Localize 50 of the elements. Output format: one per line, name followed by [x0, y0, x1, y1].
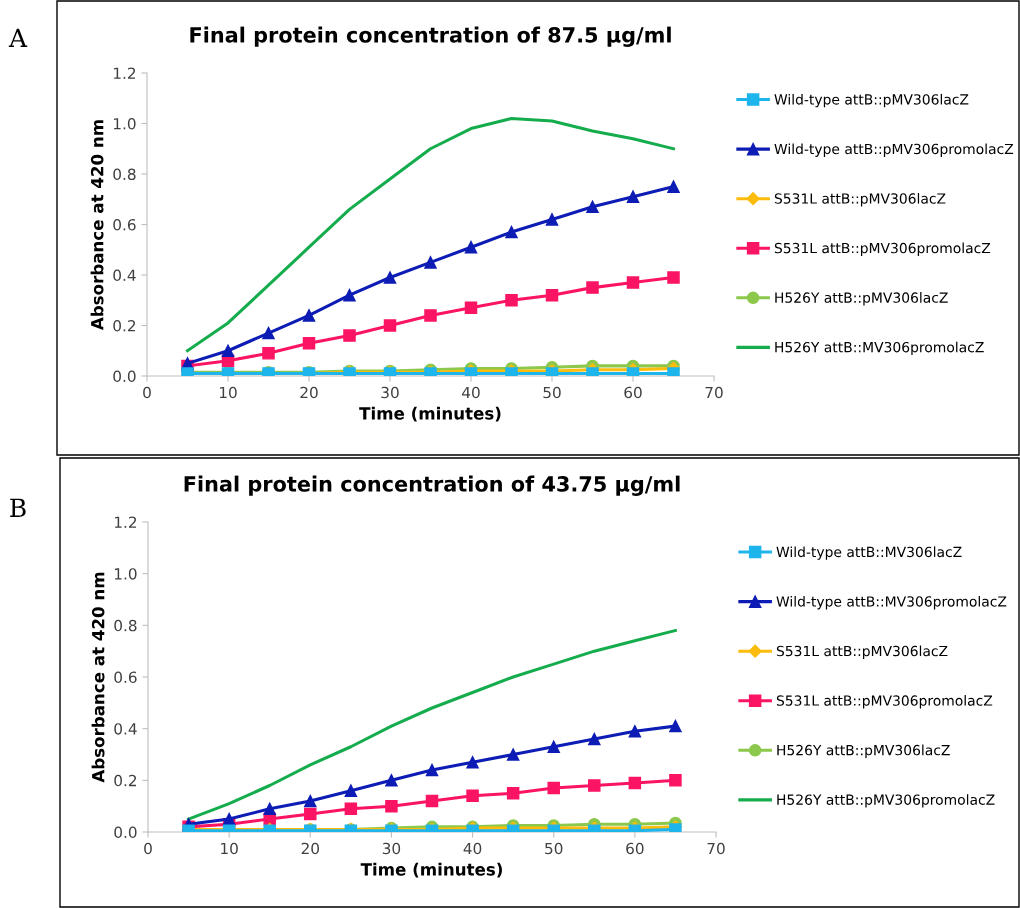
y-axis-title: Absorbance at 420 nm — [91, 572, 105, 783]
x-tick-label: 20 — [301, 842, 319, 855]
y-tick-label: 1.2 — [113, 67, 136, 79]
y-tick-label: 0.6 — [114, 671, 137, 684]
x-tick-label: 40 — [462, 386, 480, 399]
legend-label: Wild-type attB::MV306lacZ — [776, 546, 962, 560]
x-tick-label: 0 — [144, 842, 152, 855]
x-tick-label: 70 — [705, 386, 723, 399]
text: B — [10, 498, 26, 517]
legend-label: S531L attB::pMV306lacZ — [776, 645, 948, 659]
y-tick-label: 0.2 — [114, 774, 137, 787]
legend-label: S531L attB::pMV306promolacZ — [774, 242, 991, 256]
y-tick-label: 0.6 — [113, 218, 136, 231]
legend-label: H526Y attB::pMV306promolacZ — [777, 794, 995, 808]
y-tick-label: 0.8 — [114, 619, 137, 632]
legend-label: S531L attB::pMV306lacZ — [774, 193, 946, 207]
x-tick-label: 10 — [221, 842, 238, 855]
x-tick-label: 50 — [545, 842, 563, 855]
x-axis-title: Time (minutes) — [360, 862, 502, 878]
legend-label: H526Y attB::pMV306lacZ — [777, 744, 950, 759]
y-tick-label: 0.2 — [113, 319, 136, 332]
y-tick-label: 0.0 — [113, 370, 136, 383]
y-tick-label: 1.0 — [113, 117, 136, 130]
x-tick-label: 30 — [381, 386, 399, 399]
y-tick-label: 0.0 — [114, 826, 137, 839]
legend-label: S531L attB::pMV306promolacZ — [776, 695, 993, 709]
x-tick-label: 0 — [143, 386, 151, 399]
legend-label: Wild-type attB::MV306promolacZ — [776, 595, 1007, 610]
y-tick-label: 1.2 — [114, 516, 137, 528]
legend-label: Wild-type attB::pMV306lacZ — [774, 93, 969, 108]
x-tick-label: 60 — [626, 842, 644, 855]
x-tick-label: 40 — [463, 842, 482, 855]
x-tick-label: 70 — [707, 842, 725, 855]
y-tick-label: 0.4 — [113, 269, 136, 282]
chart-title: Final protein concentration of 87.5 µg/ml — [190, 26, 671, 47]
y-tick-label: 0.8 — [113, 168, 136, 181]
y-tick-label: 0.4 — [114, 723, 137, 735]
chart-title: Final protein concentration of 43.75 µg/ml — [184, 475, 680, 496]
x-tick-label: 50 — [543, 386, 561, 399]
legend-label: Wild-type attB::pMV306promolacZ — [774, 143, 1014, 157]
legend-label: H526Y attB::MV306promolacZ — [775, 341, 984, 356]
x-tick-label: 10 — [219, 386, 237, 399]
x-axis-title: Time (minutes) — [359, 406, 501, 422]
x-tick-label: 20 — [300, 386, 318, 399]
x-tick-label: 30 — [382, 842, 401, 855]
x-tick-label: 60 — [624, 386, 642, 399]
y-tick-label: 1.0 — [114, 568, 137, 580]
text: A — [8, 28, 28, 47]
legend-label: H526Y attB::pMV306lacZ — [775, 292, 948, 306]
y-axis-title: Absorbance at 420 nm — [90, 120, 104, 331]
